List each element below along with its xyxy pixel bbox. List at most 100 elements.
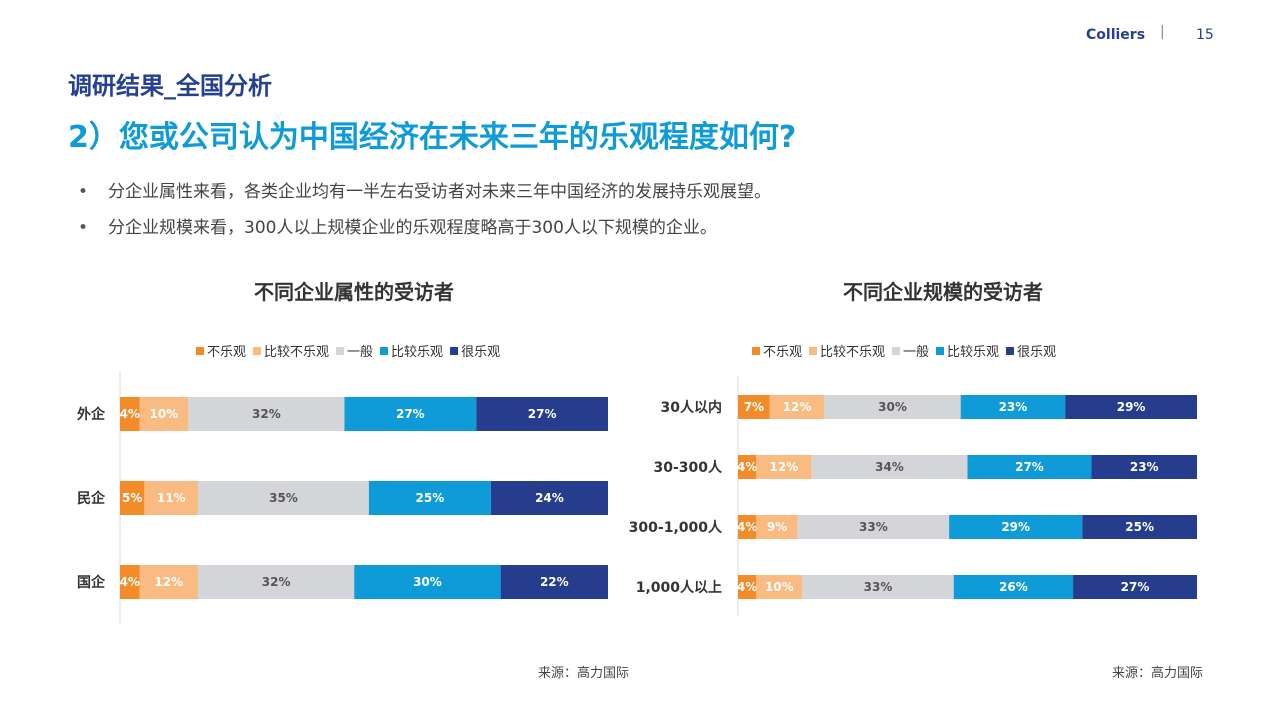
data-label: 25% <box>416 491 445 505</box>
data-label: 30% <box>878 400 907 414</box>
data-label: 4% <box>737 520 757 534</box>
page-number: 15 <box>1196 27 1214 43</box>
data-label: 30% <box>413 575 442 589</box>
legend-item: 比较不乐观 <box>809 341 885 360</box>
legend-label: 比较乐观 <box>947 345 1000 360</box>
legend-swatch <box>450 346 459 355</box>
source-note-left: 来源：高力国际 <box>538 666 630 681</box>
bullet-item: 分企业规模来看，300人以上规模企业的乐观程度略高于300人以下规模的企业。 <box>78 216 771 252</box>
legend-label: 很乐观 <box>461 345 501 360</box>
data-label: 26% <box>999 580 1028 594</box>
legend-label: 比较不乐观 <box>820 345 886 360</box>
bar-segment <box>756 575 803 599</box>
legend-swatch <box>196 346 204 355</box>
legend-item: 不乐观 <box>752 341 802 360</box>
data-label: 4% <box>737 460 757 474</box>
category-label: 外企 <box>77 406 106 423</box>
bar-segment <box>738 575 757 599</box>
data-label: 22% <box>540 575 569 589</box>
legend-swatch <box>253 346 262 355</box>
legend-item: 比较乐观 <box>936 341 999 360</box>
bar-segment <box>139 397 189 431</box>
bar-segment <box>949 515 1083 539</box>
bar-segment <box>756 515 798 539</box>
bar-segment <box>756 455 812 479</box>
bar-segment <box>1091 455 1197 479</box>
bar-segment <box>1073 575 1197 599</box>
legend-label: 一般 <box>903 345 930 360</box>
legend-item: 很乐观 <box>1006 341 1056 360</box>
data-label: 27% <box>1121 580 1150 594</box>
data-label: 9% <box>767 520 787 534</box>
data-label: 12% <box>770 460 799 474</box>
data-label: 12% <box>783 400 812 414</box>
chart-size: 30人以内 7% 12% 30% 23% 29% 30-300人 4% 12% 34% 27% 23%… <box>629 376 1197 616</box>
data-label: 27% <box>396 407 425 421</box>
category-label: 民企 <box>77 490 106 507</box>
data-label: 24% <box>535 491 564 505</box>
bar-segment <box>476 397 608 431</box>
bar-segment <box>802 575 954 599</box>
legend-item: 比较不乐观 <box>253 341 329 360</box>
data-label: 35% <box>269 491 298 505</box>
legend-swatch <box>892 346 901 355</box>
legend-item: 一般 <box>892 341 929 360</box>
data-label: 32% <box>262 575 291 589</box>
data-label: 5% <box>122 491 142 505</box>
bar-segment <box>960 395 1066 419</box>
data-label: 29% <box>1001 520 1030 534</box>
data-label: 29% <box>1117 400 1146 414</box>
bar-segment <box>797 515 950 539</box>
category-label: 300-1,000人 <box>629 519 723 536</box>
section-title: 调研结果_全国分析 <box>68 72 272 100</box>
source-note-right: 来源：高力国际 <box>1112 666 1204 681</box>
legend-swatch <box>380 346 389 355</box>
data-label: 4% <box>737 580 757 594</box>
legend-swatch <box>752 346 760 355</box>
legend-item: 一般 <box>336 341 373 360</box>
bar-segment <box>738 515 757 539</box>
chart-title-size: 不同企业规模的受访者 <box>843 280 1043 304</box>
legend-label: 比较乐观 <box>391 345 444 360</box>
summary-bullets: 分企业属性来看，各类企业均有一半左右受访者对未来三年中国经济的发展持乐观展望。 … <box>78 180 771 252</box>
legend-item: 比较乐观 <box>380 341 443 360</box>
category-label: 30人以内 <box>661 399 722 416</box>
bar-segment <box>120 397 140 431</box>
data-label: 32% <box>252 407 281 421</box>
chart-ownership: 外企 4% 10% 32% 27% 27% 民企 5% 11% 35% 25% 24% 国企 4% 12% 3… <box>77 372 608 624</box>
page-title: 2）您或公司认为中国经济在未来三年的乐观程度如何? <box>68 120 797 155</box>
bar-segment <box>120 565 140 599</box>
data-label: 10% <box>765 580 794 594</box>
data-label: 23% <box>999 400 1028 414</box>
legend-label: 不乐观 <box>763 345 803 360</box>
bar-segment <box>811 455 968 479</box>
data-label: 25% <box>1125 520 1154 534</box>
data-label: 7% <box>744 400 764 414</box>
legend-size: 不乐观 比较不乐观 一般 比较乐观 很乐观 <box>752 341 1063 360</box>
data-label: 33% <box>859 520 888 534</box>
data-label: 23% <box>1130 460 1159 474</box>
category-label: 30-300人 <box>653 459 723 476</box>
legend-swatch <box>336 346 345 355</box>
bar-segment <box>500 565 608 599</box>
bar-segment <box>354 565 501 599</box>
data-label: 12% <box>154 575 183 589</box>
bar-segment <box>738 455 757 479</box>
bar-segment <box>824 395 961 419</box>
bar-segment <box>738 395 770 419</box>
data-label: 34% <box>875 460 904 474</box>
legend-item: 不乐观 <box>196 341 246 360</box>
bar-segment <box>490 481 608 515</box>
legend-label: 一般 <box>347 345 374 360</box>
bar-segment <box>1065 395 1197 419</box>
chart-title-ownership: 不同企业属性的受访者 <box>254 280 454 304</box>
legend-ownership: 不乐观 比较不乐观 一般 比较乐观 很乐观 <box>196 341 507 360</box>
data-label: 33% <box>864 580 893 594</box>
legend-label: 比较不乐观 <box>264 345 330 360</box>
category-label: 1,000人以上 <box>636 579 722 596</box>
bar-segment <box>144 481 199 515</box>
legend-swatch <box>809 346 818 355</box>
bar-segment <box>769 395 825 419</box>
bar-segment <box>188 397 345 431</box>
